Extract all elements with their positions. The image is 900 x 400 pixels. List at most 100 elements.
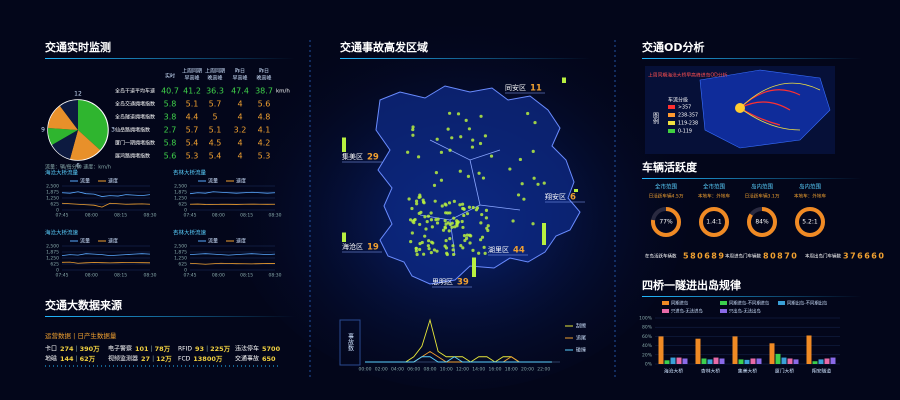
legend-label: 只进岛-无法进岛 — [671, 308, 703, 315]
legend-swatch — [668, 113, 675, 117]
y-tick-label: 625 — [50, 202, 59, 208]
source-name: RFID — [178, 346, 192, 353]
accident-dot — [468, 233, 472, 237]
gauge-value: 1.4:1 — [706, 219, 722, 226]
table-value: 5.6 — [258, 100, 271, 109]
accident-dot — [409, 239, 413, 244]
panel-title: 交通大数据来源 — [45, 298, 122, 312]
accident-dot — [508, 167, 512, 171]
x-tick-label: 海沧大桥 — [664, 368, 683, 375]
x-tick-label: 08:30 — [269, 273, 282, 279]
accident-dot — [460, 202, 465, 206]
table-value: 4.1 — [258, 126, 271, 135]
accident-dot — [464, 118, 468, 122]
accident-dot — [425, 220, 429, 224]
gauge-scope: 岛内范围 — [751, 183, 774, 191]
table-header: 晚高峰 — [256, 75, 271, 82]
x-tick-label: 04:00 — [391, 367, 404, 373]
accident-dot — [460, 219, 464, 224]
accident-dot — [419, 210, 423, 214]
panel-title: 四桥一隧进出岛规律 — [642, 278, 741, 292]
y-tick-label: 625 — [178, 202, 187, 208]
accident-dot — [465, 212, 470, 216]
district-bar — [472, 257, 476, 277]
row-label: 全岛干道平均车速 — [115, 88, 155, 95]
map-region — [375, 85, 581, 285]
district-count: 44 — [513, 246, 525, 256]
legend-swatch — [668, 129, 675, 133]
district-count: 6 — [570, 193, 576, 203]
legend-swatch — [662, 301, 669, 305]
accident-dot — [443, 219, 447, 223]
accident-dot — [451, 244, 455, 248]
accident-dot — [542, 181, 546, 185]
legend-swatch — [720, 309, 727, 313]
accident-dot — [478, 238, 483, 242]
accident-dots — [406, 111, 546, 257]
legend-label: 速度 — [108, 238, 118, 245]
source-count: 27 — [141, 355, 150, 363]
x-tick-label: 08:30 — [144, 213, 157, 219]
accident-dot — [467, 205, 472, 209]
legend-label: 流量 — [208, 178, 218, 185]
accident-dot — [452, 199, 456, 203]
x-tick-label: 08:00 — [85, 273, 98, 279]
separator: | — [151, 346, 153, 353]
od-caption: 上周同期海沧大桥早高峰进岛OD分析 — [648, 72, 728, 79]
y-tick-label: 0 — [184, 208, 187, 214]
bar — [793, 359, 799, 364]
y-tick-label: 0 — [56, 208, 59, 214]
accident-dot — [462, 233, 467, 238]
accident-dot — [448, 211, 452, 215]
accident-dot — [456, 112, 461, 116]
legend-swatch — [668, 121, 675, 125]
bar — [806, 335, 812, 364]
legend-label: 0-119 — [678, 129, 692, 135]
accident-dot — [485, 226, 489, 230]
source-name: FCD — [178, 356, 191, 363]
source-name: 交通事故 — [235, 355, 259, 363]
x-tick-label: 07:45 — [56, 213, 69, 219]
accident-dot — [439, 150, 444, 154]
x-tick-label: 16:00 — [489, 367, 502, 373]
y-tick-label: 1,250 — [174, 196, 187, 202]
district-count: 29 — [367, 153, 379, 163]
accident-dot — [443, 202, 447, 206]
separator: | — [206, 346, 208, 353]
title-underline — [642, 178, 862, 179]
source-count: 274 — [60, 345, 74, 353]
mini-title: 杏林大桥流速 — [173, 229, 207, 237]
legend-label: 刮擦 — [576, 323, 586, 330]
bar — [719, 358, 725, 364]
y-tick-label: 80% — [642, 325, 653, 331]
accident-dot — [434, 171, 439, 175]
accident-dot — [411, 125, 415, 129]
legend-swatch — [662, 309, 669, 313]
clock-label: 6 — [76, 163, 80, 170]
x-tick-label: 08:00 — [424, 367, 437, 373]
legend-swatch — [720, 301, 727, 305]
accident-dot — [432, 183, 437, 187]
district-name: 海沧区 — [342, 242, 363, 251]
gauge-value: 77% — [659, 219, 673, 226]
legend-label: 同期进岛 — [671, 300, 688, 307]
unit-note: 流量：辆/每分钟 速度：km/h — [45, 164, 111, 171]
panel-title: 交通实时监测 — [45, 40, 111, 54]
counter-label: 在岛活跃车辆数 — [645, 253, 677, 260]
y-tick-label: 40% — [642, 343, 653, 349]
panel-title: 交通OD分析 — [642, 40, 704, 54]
accident-dot — [416, 155, 421, 159]
bar — [658, 336, 664, 364]
accident-dot — [444, 239, 448, 243]
x-tick-label: 08:00 — [212, 273, 225, 279]
table-header: 实时 — [165, 73, 175, 80]
accident-dot — [410, 231, 414, 235]
accident-dot — [415, 202, 419, 206]
x-tick-label: 08:00 — [212, 213, 225, 219]
title-underline — [45, 316, 295, 317]
legend-label: 流量 — [80, 238, 90, 245]
accident-dot — [484, 208, 489, 213]
accident-dot — [531, 149, 535, 153]
y-tick-label: 1,250 — [174, 256, 187, 262]
ylabel-box — [339, 319, 361, 366]
